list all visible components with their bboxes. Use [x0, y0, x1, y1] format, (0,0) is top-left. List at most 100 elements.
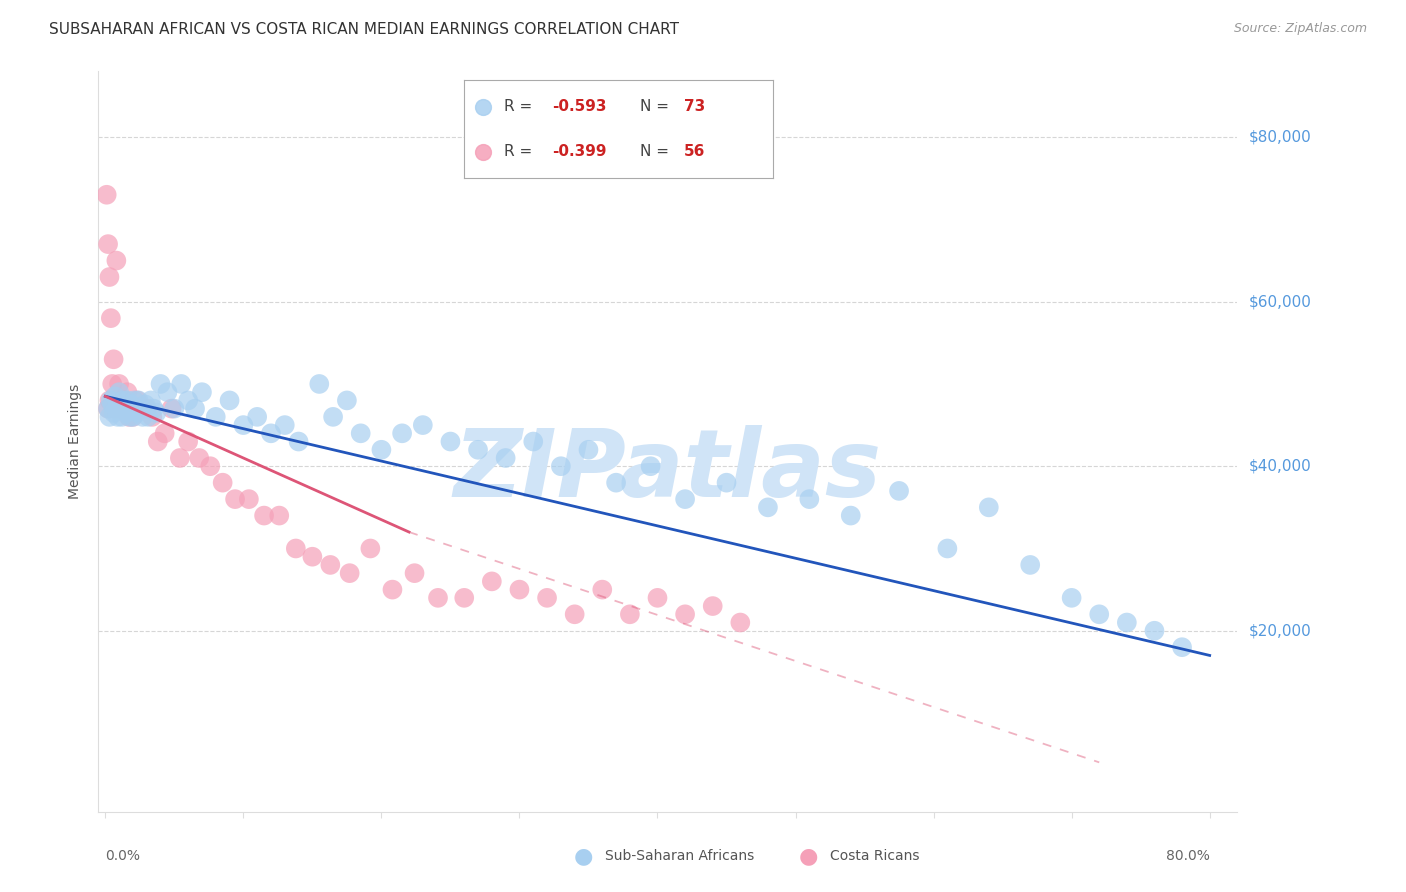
Point [619, 607, 641, 622]
Point [391, 426, 413, 441]
Point [218, 393, 240, 408]
Point [103, 406, 125, 420]
Point [647, 591, 669, 605]
Point [125, 393, 148, 408]
Point [522, 434, 544, 449]
Point [799, 492, 821, 507]
Point [578, 442, 600, 457]
Point [269, 508, 291, 523]
Point [339, 566, 361, 581]
Text: $20,000: $20,000 [1249, 624, 1312, 639]
Point [350, 426, 373, 441]
Point [127, 393, 149, 408]
Point [887, 483, 910, 498]
Text: Costa Ricans: Costa Ricans [830, 849, 920, 863]
Text: ZIPatlas: ZIPatlas [454, 425, 882, 517]
Point [117, 393, 139, 408]
Point [129, 401, 152, 416]
Point [301, 549, 323, 564]
Point [125, 401, 148, 416]
Point [107, 409, 129, 424]
Point [211, 475, 233, 490]
Point [149, 376, 172, 391]
Point [139, 393, 162, 408]
Point [550, 459, 572, 474]
Point [359, 541, 381, 556]
Text: 0.0%: 0.0% [105, 849, 141, 863]
Point [370, 442, 392, 457]
Point [253, 508, 276, 523]
Text: $40,000: $40,000 [1249, 458, 1312, 474]
Point [839, 508, 862, 523]
Point [191, 385, 214, 400]
Point [284, 541, 307, 556]
Point [100, 393, 122, 408]
Point [128, 401, 150, 416]
Point [134, 398, 156, 412]
Point [97, 401, 120, 416]
Point [1019, 558, 1042, 572]
Point [98, 409, 121, 424]
Text: 80.0%: 80.0% [1166, 849, 1209, 863]
Point [336, 393, 359, 408]
Point [108, 385, 131, 400]
Point [111, 409, 134, 424]
Point [108, 376, 131, 391]
Point [481, 574, 503, 589]
Point [101, 398, 124, 412]
Point [96, 187, 118, 202]
Point [319, 558, 342, 572]
Point [188, 450, 211, 465]
Text: $80,000: $80,000 [1249, 129, 1312, 145]
Point [160, 401, 183, 416]
Point [495, 450, 517, 465]
Y-axis label: Median Earnings: Median Earnings [69, 384, 83, 500]
Text: SUBSAHARAN AFRICAN VS COSTA RICAN MEDIAN EARNINGS CORRELATION CHART: SUBSAHARAN AFRICAN VS COSTA RICAN MEDIAN… [49, 22, 679, 37]
Point [105, 253, 128, 268]
Point [153, 426, 176, 441]
Point [1115, 615, 1137, 630]
Point [170, 376, 193, 391]
Text: Source: ZipAtlas.com: Source: ZipAtlas.com [1233, 22, 1367, 36]
Point [114, 393, 136, 408]
Point [122, 409, 145, 424]
Text: ●: ● [799, 847, 818, 866]
Text: R =: R = [505, 145, 537, 160]
Point [564, 607, 586, 622]
Point [439, 434, 461, 449]
Point [163, 401, 186, 416]
Point [936, 541, 959, 556]
Point [427, 591, 450, 605]
Point [169, 450, 191, 465]
Point [1088, 607, 1111, 622]
Point [101, 376, 124, 391]
Point [246, 409, 269, 424]
Point [467, 442, 489, 457]
Point [640, 459, 662, 474]
Text: Sub-Saharan Africans: Sub-Saharan Africans [605, 849, 754, 863]
Point [117, 385, 139, 400]
Point [110, 401, 132, 416]
Point [977, 500, 1000, 515]
Point [1060, 591, 1083, 605]
Point [177, 393, 200, 408]
Point [146, 434, 169, 449]
Point [97, 237, 120, 252]
Point [177, 434, 200, 449]
Point [673, 607, 696, 622]
Point [404, 566, 426, 581]
Point [200, 459, 222, 474]
Text: N =: N = [640, 99, 673, 114]
Point [274, 418, 297, 433]
Text: R =: R = [505, 99, 537, 114]
Point [131, 409, 153, 424]
Text: 73: 73 [683, 99, 704, 114]
Point [97, 401, 120, 416]
Point [508, 582, 530, 597]
Point [122, 409, 145, 424]
Text: -0.399: -0.399 [553, 145, 606, 160]
Point [716, 475, 738, 490]
Point [260, 426, 283, 441]
Point [591, 582, 613, 597]
Point [98, 393, 121, 408]
